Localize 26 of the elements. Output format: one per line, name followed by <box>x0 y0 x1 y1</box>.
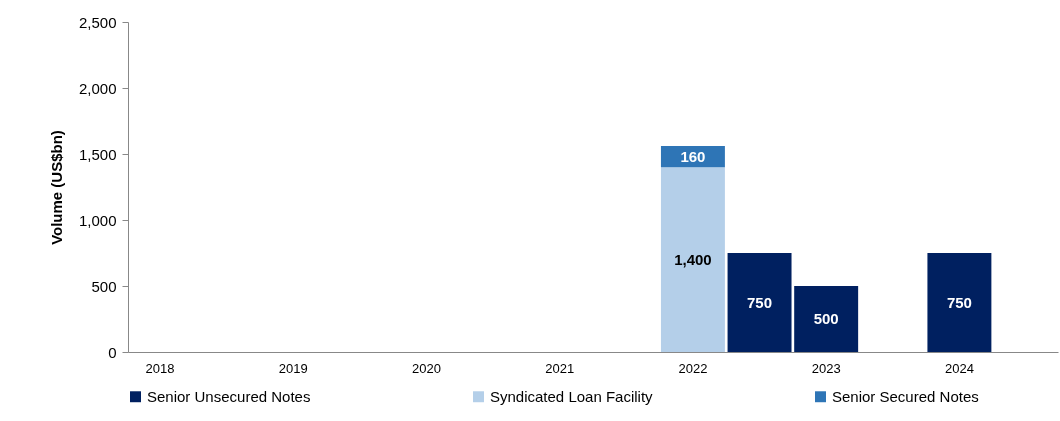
bar <box>727 253 792 352</box>
y-tick-label: 1,500 <box>78 145 117 163</box>
x-tick-label: 2020 <box>411 360 441 376</box>
bar <box>794 286 859 352</box>
bar <box>927 253 992 352</box>
legend-label: Syndicated Loan Facility <box>490 387 654 405</box>
legend-label: Senior Secured Notes <box>832 387 979 405</box>
y-axis-title: Volume (US$bn) <box>47 130 65 245</box>
data-label: 750 <box>946 293 972 311</box>
legend-label: Senior Unsecured Notes <box>147 387 311 405</box>
x-tick-label: 2021 <box>545 360 575 376</box>
y-tick-label: 500 <box>91 277 117 295</box>
y-tick-label: 1,000 <box>78 211 117 229</box>
bar <box>660 167 725 352</box>
data-label: 1,400 <box>674 250 712 268</box>
y-tick-label: 2,500 <box>78 13 117 31</box>
x-tick-label: 2024 <box>944 360 974 376</box>
y-tick-label: 2,000 <box>78 79 117 97</box>
x-tick-label: 2022 <box>678 360 708 376</box>
x-tick-label: 2019 <box>278 360 308 376</box>
data-label: 160 <box>680 147 706 165</box>
y-tick-label: 0 <box>108 343 117 361</box>
x-tick-label: 2018 <box>145 360 175 376</box>
data-label: 750 <box>747 293 773 311</box>
x-tick-label: 2023 <box>811 360 841 376</box>
data-label: 500 <box>813 310 839 327</box>
